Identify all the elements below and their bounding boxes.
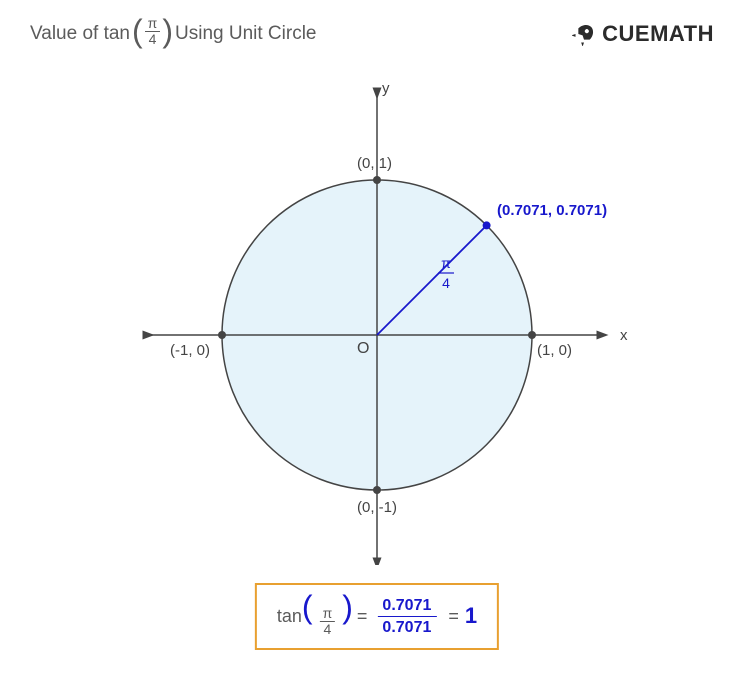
label-angle-point: (0.7071, 0.7071) bbox=[497, 202, 607, 219]
eq-arg: ( π 4 ) bbox=[302, 595, 353, 638]
angle-num: π bbox=[441, 255, 451, 271]
angle-den: 4 bbox=[442, 275, 450, 291]
eq-val-den: 0.7071 bbox=[377, 617, 436, 638]
title-fraction: ( π 4 ) bbox=[132, 16, 173, 48]
chart-svg: x y (0, 1) (0, -1) (-1, 0) (1, 0) (0.707… bbox=[0, 75, 754, 565]
frac-numerator: π bbox=[145, 16, 161, 32]
origin-label: O bbox=[357, 340, 369, 357]
eq-result: 1 bbox=[465, 603, 477, 629]
eq-arg-num: π bbox=[320, 606, 336, 622]
logo-text: CUEMATH bbox=[602, 21, 714, 47]
page-title: Value of tan ( π 4 ) Using Unit Circle bbox=[30, 18, 316, 50]
eq-arg-frac: π 4 bbox=[320, 606, 336, 638]
y-axis-label: y bbox=[382, 80, 390, 97]
rocket-icon bbox=[572, 22, 596, 46]
label-right: (1, 0) bbox=[537, 342, 572, 359]
paren-right: ) bbox=[162, 19, 173, 45]
fraction: π 4 bbox=[145, 16, 161, 48]
point-bottom bbox=[373, 486, 381, 494]
point-top bbox=[373, 176, 381, 184]
eq-equals2: = bbox=[448, 606, 459, 627]
eq-equals1: = bbox=[357, 606, 368, 627]
paren-left: ( bbox=[132, 19, 143, 45]
brand-logo: CUEMATH bbox=[572, 21, 714, 47]
unit-circle-chart: x y (0, 1) (0, -1) (-1, 0) (1, 0) (0.707… bbox=[0, 75, 754, 565]
eq-func: tan bbox=[277, 606, 302, 627]
eq-arg-den: 4 bbox=[321, 622, 335, 637]
x-axis-label: x bbox=[620, 327, 628, 344]
eq-paren-left: ( bbox=[302, 589, 313, 625]
eq-val-num: 0.7071 bbox=[377, 595, 436, 617]
header: Value of tan ( π 4 ) Using Unit Circle C… bbox=[0, 0, 754, 50]
title-prefix: Value of tan bbox=[30, 23, 130, 45]
title-suffix: Using Unit Circle bbox=[175, 23, 316, 45]
label-top: (0, 1) bbox=[357, 155, 392, 172]
point-right bbox=[528, 331, 536, 339]
equation-box: tan ( π 4 ) = 0.7071 0.7071 = 1 bbox=[255, 583, 499, 650]
frac-denominator: 4 bbox=[146, 32, 160, 47]
label-bottom: (0, -1) bbox=[357, 499, 397, 516]
point-angle bbox=[483, 221, 491, 229]
label-left: (-1, 0) bbox=[170, 342, 210, 359]
eq-paren-right: ) bbox=[342, 589, 353, 625]
point-left bbox=[218, 331, 226, 339]
eq-value-frac: 0.7071 0.7071 bbox=[377, 595, 436, 638]
